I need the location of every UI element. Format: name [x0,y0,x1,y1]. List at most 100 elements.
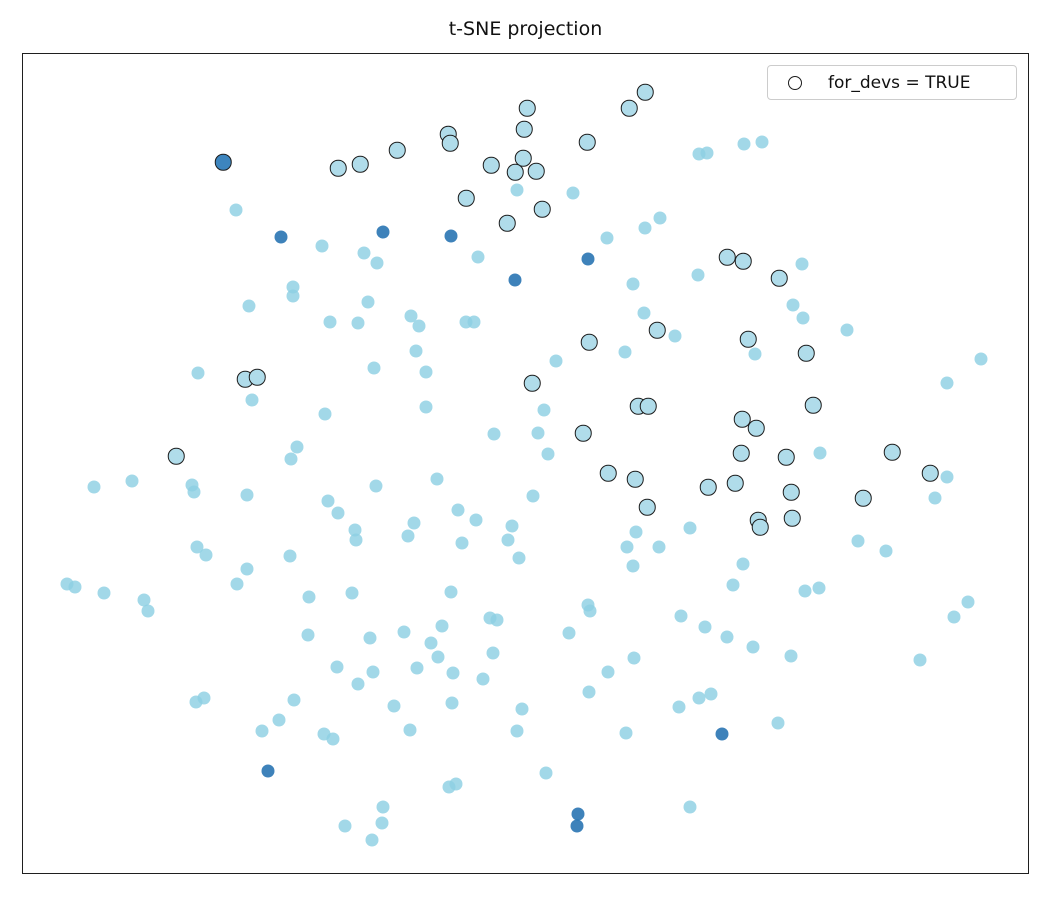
data-point-documents [720,630,734,644]
data-point-for_devs-true [441,134,459,152]
data-point-for_devs-true [626,470,644,488]
data-point-documents [357,246,371,260]
data-point-for_devs-true [747,419,765,437]
data-point-for_devs-true [388,141,406,159]
data-point-documents [410,661,424,675]
data-point-documents [600,231,614,245]
data-point-documents [541,447,555,461]
data-point-documents [375,816,389,830]
data-point-documents [301,628,315,642]
data-point-documents [626,559,640,573]
data-point-documents [562,626,576,640]
data-point-documents [771,716,785,730]
data-point-documents [242,299,256,313]
data-point-for_devs-true [770,269,788,287]
data-point-for_devs-true [523,374,541,392]
data-point-documents [668,329,682,343]
data-point-for_devs-true [506,163,524,181]
data-point-documents [455,536,469,550]
data-point-documents [784,649,798,663]
data-point-for_devs-true [457,189,475,207]
data-point-documents [505,519,519,533]
data-point-for_devs-true [733,410,751,428]
legend: for_devs = TRUE [767,65,1017,100]
data-point-documents [736,557,750,571]
data-point-documents [365,833,379,847]
data-point-documents [229,203,243,217]
data-point-documents [531,426,545,440]
data-point-documents [549,354,563,368]
chart-title: t-SNE projection [448,18,603,40]
data-point-documents [851,534,865,548]
data-point-documents [626,277,640,291]
data-point-documents [490,613,504,627]
data-point-documents [326,732,340,746]
data-point-documents [338,819,352,833]
data-point-documents [467,315,481,329]
data-point-for_devs-true [574,424,592,442]
data-point-documents [302,590,316,604]
data-point-documents [323,315,337,329]
data-point-documents [627,651,641,665]
data-point-documents [601,665,615,679]
data-point-documents [840,323,854,337]
data-point-documents [351,677,365,691]
data-point-documents [487,427,501,441]
data-point-for_devs-true [854,489,872,507]
data-point-documents [348,523,362,537]
data-point-documents [404,309,418,323]
data-point-documents [444,585,458,599]
data-point-documents [510,724,524,738]
data-point-for_devs-true [638,498,656,516]
data-point-for_devs-true [699,478,717,496]
data-point-documents [283,549,297,563]
data-point-documents [879,544,893,558]
data-point-documents-dark [715,727,729,741]
data-point-documents [315,239,329,253]
data-point-documents [469,513,483,527]
data-point-for_devs-true [527,162,545,180]
data-point-for_devs-true [578,133,596,151]
data-point-documents [424,636,438,650]
data-point-documents [940,470,954,484]
data-point-documents [349,533,363,547]
data-point-documents [370,256,384,270]
data-point-for_devs-true [804,396,822,414]
data-point-documents [476,672,490,686]
data-point-documents [369,479,383,493]
data-point-for_devs-true [580,333,598,351]
plot-area [22,53,1029,874]
data-point-for_devs-true [777,448,795,466]
data-point-documents [445,696,459,710]
data-point-documents [619,726,633,740]
data-point-documents [137,593,151,607]
data-point-documents [652,540,666,554]
data-point-documents [318,407,332,421]
data-point-documents [726,578,740,592]
data-point-documents [566,186,580,200]
data-point-documents [361,295,375,309]
data-point-documents [387,699,401,713]
data-point-documents [376,800,390,814]
data-point-documents [698,620,712,634]
data-point-for_devs-true-dark [214,153,232,171]
data-point-documents [87,480,101,494]
data-point-for_devs-true [329,159,347,177]
data-point-documents [284,452,298,466]
data-point-documents [537,403,551,417]
data-point-documents [512,551,526,565]
data-point-documents [692,691,706,705]
data-point-documents [672,700,686,714]
data-point-for_devs-true [782,483,800,501]
data-point-documents [407,516,421,530]
data-point-documents [290,440,304,454]
data-point-documents [351,316,365,330]
data-point-documents [141,604,155,618]
data-point-documents [812,581,826,595]
data-point-documents [125,474,139,488]
open-circle-icon [788,75,802,90]
data-point-for_devs-true [620,99,638,117]
data-point-documents [240,562,254,576]
data-point-documents [704,687,718,701]
